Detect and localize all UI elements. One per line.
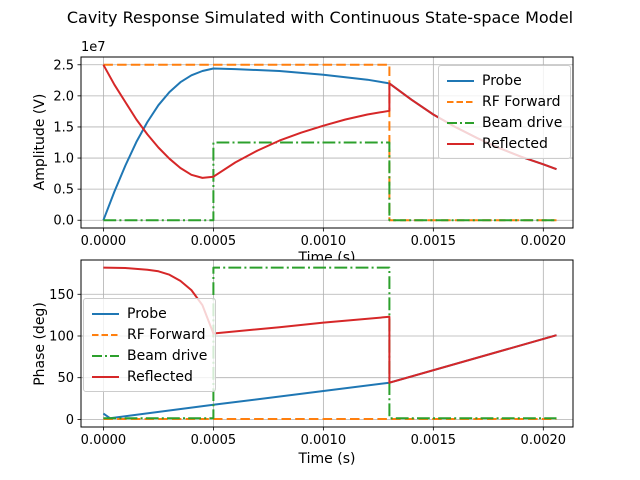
legend-label: Probe (482, 72, 522, 89)
legend-label: Beam drive (482, 114, 563, 131)
legend-entry-probe: Probe (447, 70, 562, 91)
axes-spines (80, 56, 574, 229)
legend-line-sample (447, 142, 474, 145)
legend-line-sample (447, 100, 474, 103)
legend-label: Beam drive (127, 347, 208, 364)
reflected-line (103, 266, 557, 384)
legend-entry-reflected: Reflected (92, 366, 207, 387)
legend-entry-rf-forward: RF Forward (92, 324, 207, 345)
legend-line-sample (447, 121, 474, 124)
legend-entry-reflected: Reflected (447, 133, 562, 154)
phase-xaxis-label: Time (s) (298, 451, 356, 467)
y-tick-label: 1.5 (53, 120, 74, 135)
legend-line-sample (92, 333, 119, 336)
legend-label: Reflected (127, 368, 193, 385)
legend-line-sample (92, 375, 119, 378)
amplitude-axis-label: Amplitude (V) (32, 93, 48, 191)
y-tick-label: 50 (57, 371, 74, 386)
x-tick-label: 0.0000 (81, 234, 127, 249)
x-tick-label: 0.0015 (411, 433, 457, 448)
chart-title: Cavity Response Simulated with Continuou… (66, 8, 574, 27)
y-tick-label: 2.0 (53, 89, 74, 104)
beam-drive-line (103, 141, 557, 222)
legend-entry-beam-drive: Beam drive (447, 112, 562, 133)
x-tick-label: 0.0005 (191, 234, 237, 249)
x-tick-label: 0.0010 (301, 433, 347, 448)
beam-drive-line (103, 266, 557, 420)
legend-label: Reflected (482, 135, 548, 152)
legend-label: RF Forward (127, 326, 206, 343)
x-tick-label: 0.0000 (81, 433, 127, 448)
legend-entry-beam-drive: Beam drive (92, 345, 207, 366)
y-tick-label: 0.0 (53, 214, 74, 229)
x-tick-label: 0.0005 (191, 433, 237, 448)
legend-entry-rf-forward: RF Forward (447, 91, 562, 112)
legend-line-sample (447, 79, 474, 82)
amplitude-xaxis-label-clipped: Time (s) (298, 250, 356, 260)
axes-spines (80, 259, 574, 428)
legend-label: Probe (127, 305, 167, 322)
legend-line-sample (92, 312, 119, 315)
x-tick-label: 0.0015 (411, 234, 457, 249)
y-tick-label: 2.5 (53, 58, 74, 73)
x-tick-label: 0.0020 (521, 433, 567, 448)
amplitude-offset-text: 1e7 (81, 40, 106, 55)
y-tick-label: 150 (49, 288, 74, 303)
amplitude-legend: Probe RF Forward Beam drive Reflected (438, 65, 572, 159)
y-tick-label: 1.0 (53, 152, 74, 167)
tick-labels: 0.0000 0.0005 0.0010 0.0015 0.0020 0 50 100 150 (49, 288, 566, 448)
phase-legend: Probe RF Forward Beam drive Reflected (83, 298, 217, 392)
phase-axis-label: Phase (deg) (32, 302, 48, 386)
tick-marks (77, 64, 544, 232)
legend-line-sample (92, 354, 119, 357)
tick-marks (77, 293, 544, 431)
y-tick-label: 0.5 (53, 183, 74, 198)
legend-entry-probe: Probe (92, 303, 207, 324)
legend-label: RF Forward (482, 93, 561, 110)
x-tick-label: 0.0010 (301, 234, 347, 249)
x-tick-label: 0.0020 (521, 234, 567, 249)
y-tick-label: 0 (66, 413, 74, 428)
y-tick-label: 100 (49, 329, 74, 344)
tick-labels: 0.0000 0.0005 0.0010 0.0015 0.0020 0.0 0.5 1.0 1… (53, 58, 566, 249)
